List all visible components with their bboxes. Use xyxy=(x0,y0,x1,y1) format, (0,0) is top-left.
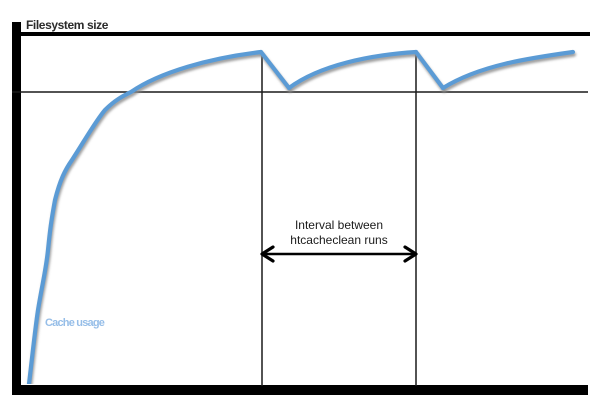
svg-text:Filesystem size: Filesystem size xyxy=(26,18,109,32)
svg-text:Interval between: Interval between xyxy=(295,218,383,232)
svg-text:htcacheclean runs: htcacheclean runs xyxy=(290,233,387,247)
svg-text:Cache usage: Cache usage xyxy=(45,317,105,329)
